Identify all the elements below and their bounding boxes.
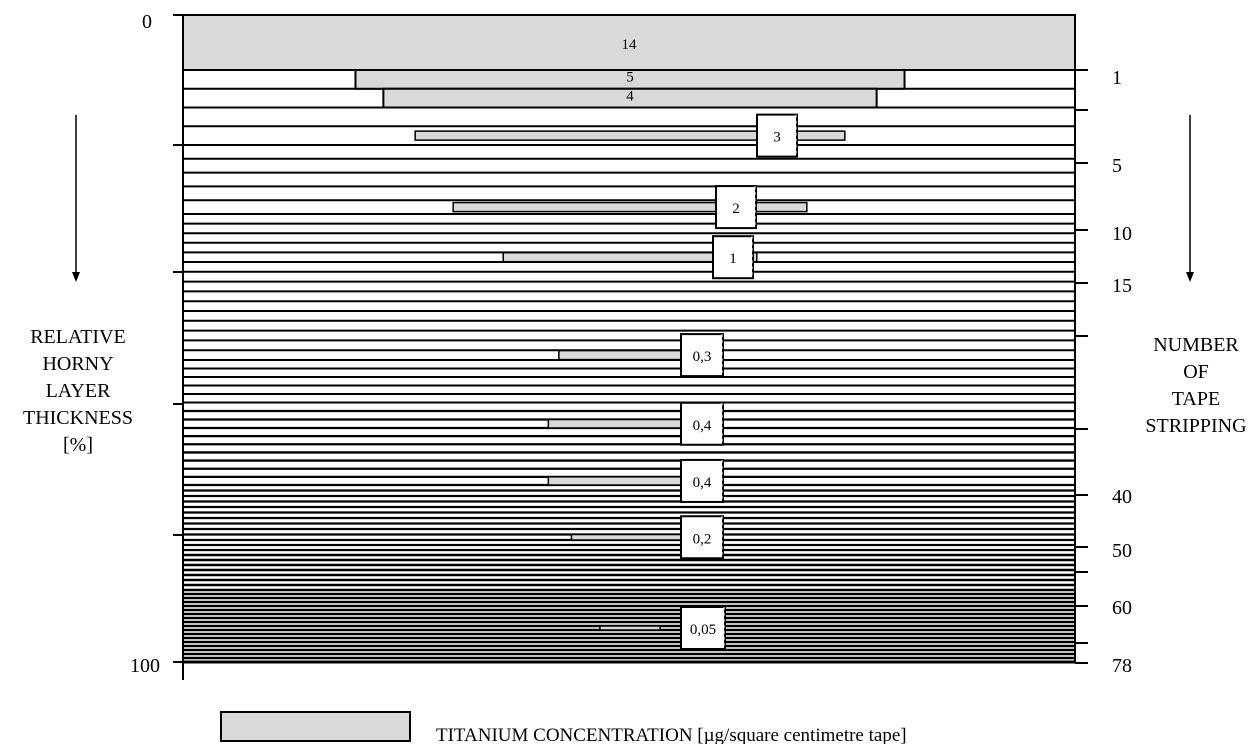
left-axis-label-line: HORNY [42,353,113,375]
concentration-bar [599,625,661,631]
right-axis-label-line: STRIPPING [1145,415,1246,437]
value-box [680,606,726,650]
value-box [680,458,724,503]
value-box-label: 2 [732,201,740,217]
value-label-boxes: 3 2 1 0,3 0,4 0,4 0,2 0,05 [680,113,798,650]
concentration-bar [502,251,758,263]
right-axis-label-line: TAPE [1172,388,1220,410]
left-down-arrow-head [72,272,80,282]
right-tick-label: 10 [1112,223,1132,245]
right-tick-label: 1 [1112,67,1122,89]
bar-value-label: 5 [626,70,634,86]
right-tick-label: 78 [1112,655,1132,677]
bar-value-label: 4 [626,88,634,104]
bar-value-label: 14 [622,37,638,53]
value-box-label: 0,2 [693,531,712,547]
value-box-label: 0,3 [693,349,712,365]
legend: TITANIUM CONCENTRATION [µg/square centim… [220,711,907,744]
concentration-bar [414,130,846,141]
right-tick-label: 50 [1112,540,1132,562]
concentration-bars: 14 5 4 [182,14,1076,631]
axes [173,14,1088,680]
legend-label: TITANIUM CONCENTRATION [µg/square centim… [436,725,907,744]
concentration-bar [570,533,690,541]
left-tick-label: 100 [130,655,160,677]
value-box-label: 0,4 [693,475,712,491]
left-axis-label-line: [%] [63,434,93,456]
right-tick-label: 5 [1112,155,1122,177]
left-axis-label-line: RELATIVE [30,326,126,348]
value-box-label: 0,4 [693,418,712,434]
concentration-bar [558,349,702,361]
value-box-label: 3 [773,130,781,146]
left-tick-label: 0 [142,11,152,33]
value-box [715,185,757,230]
tape-strip-lines [183,69,1075,660]
value-box [756,113,798,158]
right-tick-label: 40 [1112,486,1132,508]
right-axis-label-line: OF [1183,361,1209,383]
value-box-label: 1 [729,251,737,267]
axis-labels: 010015101540506078RELATIVEHORNYLAYERTHIC… [23,11,1247,677]
concentration-bar [452,201,808,213]
value-box [680,401,724,446]
concentration-bar [382,87,878,109]
value-box-label: 0,05 [690,622,716,638]
right-axis-label-line: NUMBER [1153,334,1239,356]
right-down-arrow-head [1186,272,1194,282]
legend-swatch [220,711,411,742]
left-axis-label-line: THICKNESS [23,407,133,429]
value-box [712,235,754,280]
value-box [680,515,724,560]
value-box [680,333,724,378]
right-tick-label: 60 [1112,597,1132,619]
right-tick-label: 15 [1112,275,1132,297]
concentration-bar [182,14,1076,71]
left-axis-label-line: LAYER [46,380,111,402]
